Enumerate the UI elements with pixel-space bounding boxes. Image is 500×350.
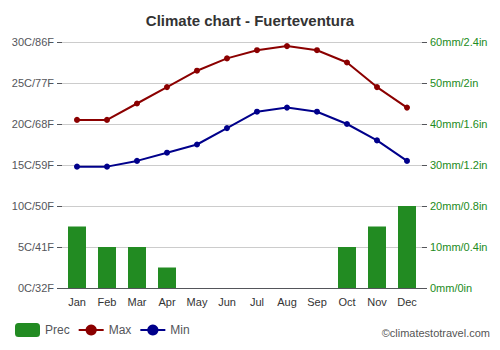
svg-text:Nov: Nov bbox=[367, 296, 387, 308]
svg-text:Mar: Mar bbox=[128, 296, 147, 308]
svg-text:Sep: Sep bbox=[307, 296, 327, 308]
svg-text:Dec: Dec bbox=[397, 296, 417, 308]
svg-text:Feb: Feb bbox=[98, 296, 117, 308]
svg-text:20mm/0.8in: 20mm/0.8in bbox=[430, 200, 487, 212]
svg-text:May: May bbox=[187, 296, 208, 308]
svg-text:Min: Min bbox=[170, 323, 189, 337]
svg-text:30C/86F: 30C/86F bbox=[12, 36, 54, 48]
svg-text:Jan: Jan bbox=[68, 296, 86, 308]
svg-text:Jul: Jul bbox=[250, 296, 264, 308]
svg-text:Jun: Jun bbox=[218, 296, 236, 308]
svg-text:40mm/1.6in: 40mm/1.6in bbox=[430, 118, 487, 130]
svg-text:0C/32F: 0C/32F bbox=[18, 282, 54, 294]
svg-text:60mm/2.4in: 60mm/2.4in bbox=[430, 36, 487, 48]
svg-text:15C/59F: 15C/59F bbox=[12, 159, 54, 171]
svg-text:5C/41F: 5C/41F bbox=[18, 241, 54, 253]
svg-text:Prec: Prec bbox=[45, 323, 70, 337]
svg-text:0mm/0in: 0mm/0in bbox=[430, 282, 472, 294]
svg-text:Apr: Apr bbox=[158, 296, 175, 308]
svg-text:25C/77F: 25C/77F bbox=[12, 77, 54, 89]
svg-text:Climate chart - Fuerteventura: Climate chart - Fuerteventura bbox=[146, 12, 355, 29]
svg-text:10mm/0.4in: 10mm/0.4in bbox=[430, 241, 487, 253]
svg-text:Max: Max bbox=[109, 323, 132, 337]
svg-text:30mm/1.2in: 30mm/1.2in bbox=[430, 159, 487, 171]
svg-text:20C/68F: 20C/68F bbox=[12, 118, 54, 130]
svg-text:Oct: Oct bbox=[338, 296, 355, 308]
svg-text:50mm/2in: 50mm/2in bbox=[430, 77, 478, 89]
svg-text:©climatestotravel.com: ©climatestotravel.com bbox=[382, 327, 490, 339]
svg-text:Aug: Aug bbox=[277, 296, 297, 308]
svg-text:10C/50F: 10C/50F bbox=[12, 200, 54, 212]
